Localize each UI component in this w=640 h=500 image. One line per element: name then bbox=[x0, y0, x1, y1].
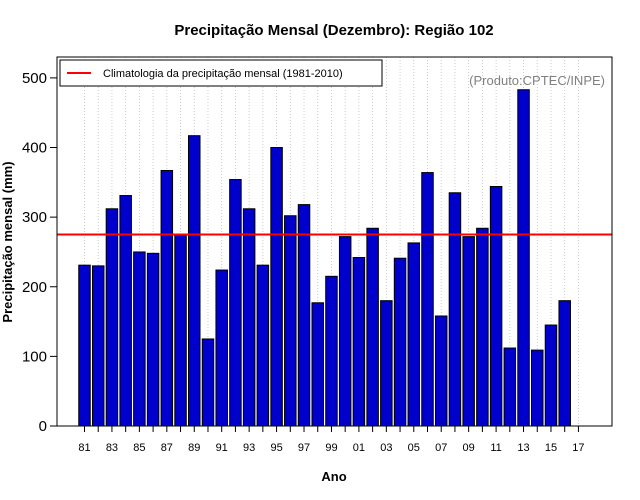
bar-82 bbox=[91, 265, 105, 427]
bar-94 bbox=[256, 264, 270, 427]
x-tick-label: 09 bbox=[463, 442, 475, 454]
x-tick-label: 15 bbox=[545, 442, 557, 454]
bar-14 bbox=[531, 349, 544, 427]
y-tick-label: 500 bbox=[22, 70, 47, 87]
x-tick-label: 07 bbox=[435, 442, 447, 454]
x-axis-label: Ano bbox=[321, 469, 346, 484]
x-axis: 81 83 85 87 89 91 93 95 97 99 01 03 05 07 09 11 13 15 17 bbox=[78, 426, 585, 454]
bar-95 bbox=[270, 147, 283, 427]
bar-96 bbox=[284, 215, 297, 427]
legend-label: Climatologia da precipitação mensal (198… bbox=[103, 68, 343, 80]
bar-99 bbox=[325, 275, 338, 427]
x-tick-label: 93 bbox=[243, 442, 255, 454]
bar-02 bbox=[366, 227, 379, 427]
y-tick-label: 300 bbox=[22, 209, 47, 226]
bar-16 bbox=[558, 300, 571, 427]
x-tick-label: 83 bbox=[106, 442, 118, 454]
bar-11 bbox=[489, 185, 503, 427]
bar-03 bbox=[380, 300, 393, 427]
x-tick-label: 87 bbox=[161, 442, 173, 454]
bar-12 bbox=[503, 347, 517, 427]
y-tick-label: 400 bbox=[22, 140, 47, 157]
x-tick-label: 85 bbox=[133, 442, 145, 454]
bar-93 bbox=[242, 208, 256, 427]
bar-89 bbox=[188, 135, 201, 427]
x-tick-label: 89 bbox=[188, 442, 200, 454]
plot-frame bbox=[56, 56, 613, 427]
x-tick-label: 11 bbox=[490, 442, 501, 454]
bar-01 bbox=[352, 257, 366, 427]
bar-85 bbox=[133, 251, 146, 427]
bar-98 bbox=[311, 302, 324, 427]
legend-box bbox=[59, 59, 383, 87]
bar-10 bbox=[476, 227, 489, 427]
bar-08 bbox=[448, 192, 462, 427]
y-tick-label: 0 bbox=[39, 418, 47, 435]
bar-88 bbox=[174, 234, 187, 427]
y-axis-label: Precipitação mensal (mm) bbox=[0, 161, 15, 322]
x-tick-label: 05 bbox=[408, 442, 420, 454]
bar-91 bbox=[215, 269, 228, 427]
bar-13 bbox=[517, 89, 530, 427]
x-tick-label: 95 bbox=[270, 442, 282, 454]
bar-07 bbox=[434, 315, 448, 427]
bar-04 bbox=[393, 257, 407, 427]
x-tick-label: 13 bbox=[517, 442, 529, 454]
x-tick-label: 99 bbox=[325, 442, 337, 454]
bar-87 bbox=[160, 169, 174, 427]
bar-83 bbox=[105, 208, 119, 427]
x-tick-label: 81 bbox=[78, 442, 90, 454]
x-tick-label: 03 bbox=[380, 442, 392, 454]
bar-09 bbox=[462, 236, 475, 427]
bar-00 bbox=[338, 236, 352, 427]
legend: Climatologia da precipitação mensal (198… bbox=[59, 59, 383, 87]
bar-84 bbox=[119, 195, 132, 427]
bar-86 bbox=[146, 252, 160, 427]
bar-97 bbox=[297, 204, 311, 427]
x-tick-label: 97 bbox=[298, 442, 310, 454]
y-tick-label: 200 bbox=[22, 279, 47, 296]
x-tick-label: 01 bbox=[353, 442, 365, 454]
bar-81 bbox=[78, 264, 91, 427]
y-axis: 0 100 200 300 400 500 bbox=[22, 70, 57, 435]
y-tick-label: 100 bbox=[22, 348, 47, 365]
x-tick-label: 17 bbox=[572, 442, 584, 454]
bar-90 bbox=[201, 338, 215, 427]
chart-title: Precipitação Mensal (Dezembro): Região 1… bbox=[174, 22, 493, 39]
source-note: (Produto:CPTEC/INPE) bbox=[469, 73, 605, 88]
bar-92 bbox=[229, 179, 242, 427]
x-tick-label: 91 bbox=[216, 442, 228, 454]
bar-series bbox=[78, 89, 571, 427]
bar-06 bbox=[421, 172, 434, 427]
bar-15 bbox=[544, 324, 558, 427]
bar-05 bbox=[407, 242, 421, 427]
